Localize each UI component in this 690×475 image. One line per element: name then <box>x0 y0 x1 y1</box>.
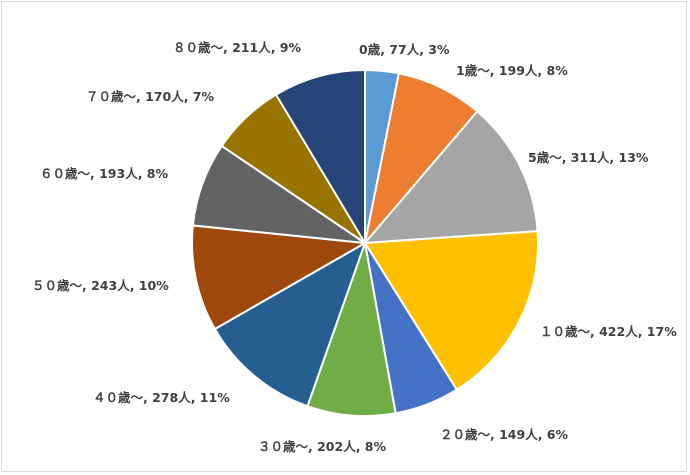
pie-slice-5 <box>306 239 397 417</box>
pie-slice-3 <box>363 230 539 392</box>
data-label-5: ３０歳～, 202人, 8% <box>258 439 386 454</box>
data-label-8: ６０歳～, 193人, 8% <box>40 166 168 181</box>
pie-slice-1 <box>363 72 479 247</box>
data-labels: 0歳, 77人, 3% 1歳～, 199人, 8% 5歳～, 311人, 13% １０… <box>32 40 677 454</box>
pie-slice-10 <box>274 68 366 247</box>
data-label-4: ２０歳～, 149人, 6% <box>440 427 568 442</box>
data-label-0: 0歳, 77人, 3% <box>359 42 450 57</box>
data-label-6: ４０歳～, 278人, 11% <box>93 390 230 405</box>
data-label-2: 5歳～, 311人, 13% <box>528 150 649 165</box>
pie-slice-2 <box>362 109 539 245</box>
pie-slices <box>191 68 539 417</box>
data-label-1: 1歳～, 199人, 8% <box>456 63 568 78</box>
data-label-9: ７０歳～, 170人, 7% <box>86 89 214 104</box>
pie-slice-7 <box>191 224 369 331</box>
data-label-7: ５０歳～, 243人, 10% <box>32 278 169 293</box>
data-label-10: ８０歳～, 211人, 9% <box>173 40 301 55</box>
data-label-3: １０歳～, 422人, 17% <box>540 324 677 339</box>
pie-slice-6 <box>213 240 367 408</box>
